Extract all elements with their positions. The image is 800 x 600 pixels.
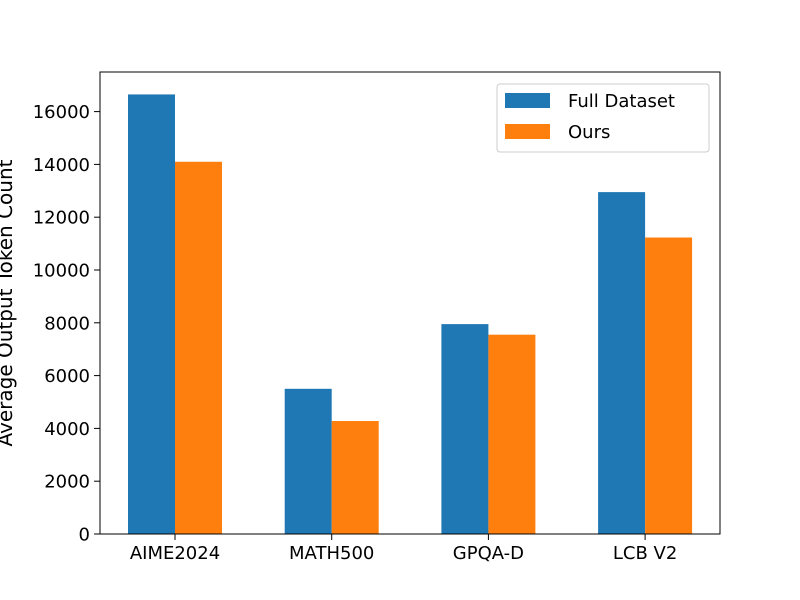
bars-group: [128, 94, 693, 534]
y-tick-label: 16000: [33, 102, 90, 123]
bar-ours-math500: [331, 421, 379, 534]
y-axis-label: Average Output Token Count: [0, 159, 17, 446]
y-tick-label: 14000: [33, 155, 90, 176]
bar-ours-aime2024: [175, 161, 222, 534]
plot-frame: [99, 71, 721, 535]
bar-full-dataset-aime2024: [128, 94, 175, 534]
legend-swatch-full-dataset: [505, 93, 550, 108]
bar-ours-gpqa-d: [488, 334, 536, 534]
x-axis-ticks: AIME2024 MATH500 GPQA-D LCB V2: [130, 534, 677, 564]
bar-full-dataset-lcb-v2: [598, 192, 646, 534]
y-axis-ticks: 0 2000 4000 6000 8000 10000 12000 14000 16000: [33, 102, 100, 546]
x-tick-label: LCB V2: [613, 543, 677, 564]
y-tick-label: 10000: [33, 261, 90, 282]
x-tick-label: GPQA-D: [453, 543, 524, 564]
legend-label: Ours: [568, 122, 610, 143]
legend-swatch-ours: [505, 124, 550, 139]
legend: Full Dataset Ours: [496, 83, 710, 153]
bar-full-dataset-gpqa-d: [441, 324, 489, 534]
bar-full-dataset-math500: [284, 388, 332, 534]
bar-ours-lcb-v2: [645, 237, 693, 534]
y-tick-label: 2000: [44, 472, 90, 493]
x-tick-label: MATH500: [289, 543, 374, 564]
y-tick-label: 12000: [33, 208, 90, 229]
x-tick-label: AIME2024: [130, 543, 220, 564]
legend-label: Full Dataset: [568, 91, 675, 112]
y-tick-label: 8000: [44, 313, 90, 334]
y-tick-label: 0: [79, 525, 90, 546]
y-tick-label: 6000: [44, 366, 90, 387]
y-tick-label: 4000: [44, 419, 90, 440]
